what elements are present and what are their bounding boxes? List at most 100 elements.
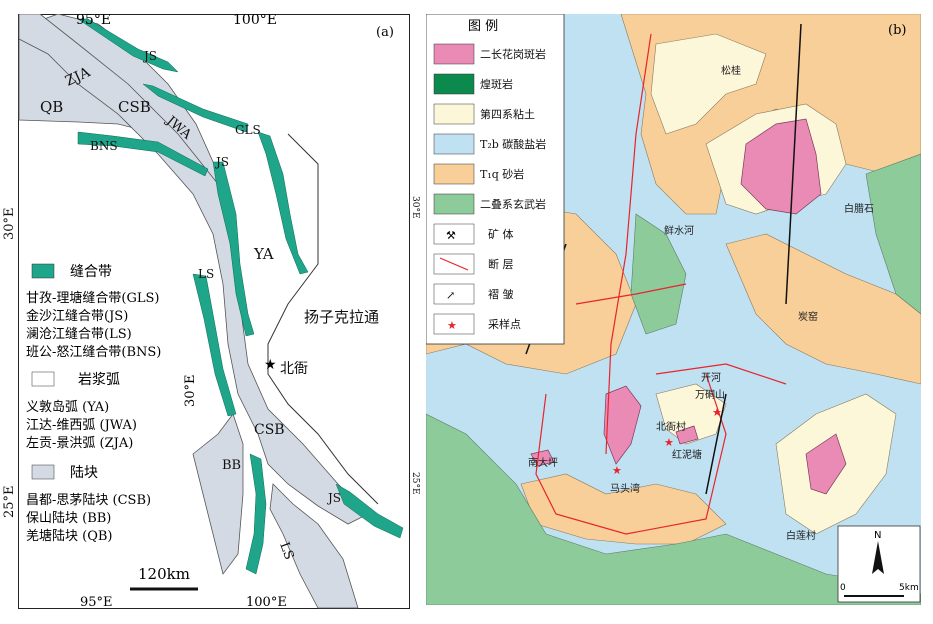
legend-label: 二长花岗斑岩: [480, 47, 546, 61]
legend-arc-item: 江达-维西弧 (JWA): [26, 418, 137, 433]
legend-label: 断 层: [488, 257, 514, 271]
porphyry-southeast: [805, 433, 847, 495]
place-kaihe: 开河: [701, 372, 721, 384]
fault-ns: [605, 33, 652, 455]
fault-ew: [575, 283, 687, 305]
fault-central: [655, 363, 787, 385]
fault-lines: [535, 33, 787, 535]
suture-gls: [257, 131, 309, 275]
ore-body-icon: ⚒: [446, 229, 456, 242]
porphyry-nandaping: [530, 449, 555, 467]
lon-top-100: 100°E: [233, 14, 277, 28]
sample-star-icon: ★: [447, 319, 457, 332]
place-bailiancun: 白莲村: [786, 529, 816, 542]
suture-bns: [77, 131, 209, 177]
suture-js-north: [77, 18, 179, 73]
quaternary-pit: [655, 383, 727, 445]
legend-label: 采样点: [488, 317, 521, 331]
lat-right-25-wrap: 25°E: [409, 472, 421, 502]
sample-points: ★ ★ ★: [612, 406, 722, 477]
legend-suture-item: 澜沧江缝合带(LS): [26, 326, 132, 342]
legend-label: 煌斑岩: [480, 77, 513, 91]
sample-star-icon: ★: [664, 436, 674, 449]
lat-left-25-wrap: 25°E: [0, 478, 17, 518]
lat-right-30-wrap: 30°E: [409, 196, 421, 226]
porphyry-bodies: [530, 118, 847, 495]
fold-axis-south: [705, 393, 727, 495]
suture-swatch: [31, 263, 55, 279]
lat-left-25-text: 25°E: [2, 485, 17, 518]
basalt-east: [865, 153, 921, 315]
tectonic-map: 95°E 100°E (a) 30°E ZJA QB CSB JWA JS GL…: [18, 14, 410, 609]
sandstone-swatch: [433, 163, 475, 185]
label-js-2: JS: [214, 155, 229, 169]
quaternary-swatch: [433, 103, 475, 125]
scale-end: 5km: [899, 583, 919, 593]
beiya-star-icon: ★: [264, 357, 277, 373]
lon-bottom-100: 100°E: [246, 595, 287, 609]
legend-label: 褶 皱: [488, 287, 514, 301]
suture-gls-upper: [142, 83, 249, 133]
legend-arc-item: 左贡-景洪弧 (ZJA): [26, 436, 133, 451]
basalt-swatch: [433, 193, 475, 215]
label-ya: YA: [253, 245, 274, 263]
legend-label: T₁q 砂岩: [480, 167, 524, 181]
yangtze-boundary: [267, 133, 379, 505]
panel-b-tag: (b): [888, 23, 906, 38]
basalt-units: [426, 153, 921, 605]
place-baiyanshi: 白腊石: [844, 202, 874, 215]
place-hongnitang: 红泥塘: [672, 448, 702, 461]
suture-ls-2: [245, 453, 267, 575]
basalt-south: [426, 413, 921, 605]
legend-suture-item: 班公-怒江缝合带(BNS): [26, 345, 161, 360]
legend-label: T₂b 碳酸盐岩: [480, 137, 546, 151]
legend-block-item: 保山陆块 (BB): [26, 510, 111, 526]
place-labels: 松桂 白腊石 鲜水河 炭窑 开河 万硐山 北衙村 红泥塘 南大坪 马头湾 白莲村: [528, 64, 874, 542]
sample-swatch: [433, 313, 475, 335]
fold-axis-main: [785, 23, 802, 305]
label-beiya: 北衙: [280, 361, 308, 377]
legend-arc-title: 岩浆弧: [78, 372, 120, 388]
carbonate-swatch: [433, 133, 475, 155]
porphyry-matouwan: [603, 385, 642, 465]
label-js-1: JS: [142, 49, 157, 63]
fault-ring: [535, 373, 727, 535]
legend-suture-item: 甘孜-理塘缝合带(GLS): [26, 290, 159, 306]
legend-label: 矿 体: [488, 227, 514, 241]
scale-label: 120km: [138, 565, 190, 583]
porphyry-beiyacun: [675, 425, 699, 445]
legend-swatches: ⚒ ↗ ★: [433, 43, 475, 335]
sandstone-east: [725, 233, 921, 385]
sample-star-icon: ★: [712, 406, 722, 419]
geologic-map-panel: 松桂 白腊石 鲜水河 炭窑 开河 万硐山 北衙村 红泥塘 南大坪 马头湾 白莲村…: [426, 14, 921, 605]
sandstone-south: [520, 473, 727, 545]
panel-a-tag: (a): [376, 25, 394, 40]
label-yangtze: 扬子克拉通: [304, 308, 379, 326]
quaternary-north: [650, 33, 767, 135]
legend-block-item: 昌都-思茅陆块 (CSB): [26, 492, 151, 508]
label-bb: BB: [222, 458, 241, 473]
legend-labels: 二长花岗斑岩 煌斑岩 第四系粘土 T₂b 碳酸盐岩 T₁q 砂岩 二叠系玄武岩 …: [480, 47, 546, 331]
legend-suture-title: 缝合带: [70, 264, 112, 280]
label-ls-2: LS: [276, 540, 296, 562]
lon-top-95: 95°E: [76, 14, 111, 28]
legend-label: 第四系粘土: [480, 107, 535, 121]
label-ls-1: LS: [198, 267, 214, 281]
legend-arc-item: 义敦岛弧 (YA): [26, 399, 109, 415]
fold-swatch: [433, 283, 475, 305]
place-xianshuihe: 鲜水河: [664, 224, 694, 237]
label-js-3: JS: [326, 491, 341, 505]
geologic-map: 松桂 白腊石 鲜水河 炭窑 开河 万硐山 北衙村 红泥塘 南大坪 马头湾 白莲村…: [426, 14, 921, 605]
basalt-center: [630, 213, 687, 335]
region-labels: ZJA QB CSB JWA JS GLS BNS JS YA LS 扬子克拉通…: [40, 49, 379, 562]
lat-left-30-wrap: 30°E: [0, 200, 17, 240]
lat-right-25-text: 25°E: [410, 472, 420, 495]
lat-left-30: 30°E: [183, 374, 198, 407]
lamprophyre-swatch: [433, 73, 475, 95]
label-gls: GLS: [235, 123, 261, 137]
csb-lower-block: [269, 483, 359, 609]
sample-star-icon: ★: [612, 464, 622, 477]
legend-suture-item: 金沙江缝合带(JS): [26, 308, 128, 324]
place-tanyao: 炭窑: [798, 310, 818, 323]
suture-js-mid: [212, 161, 255, 337]
